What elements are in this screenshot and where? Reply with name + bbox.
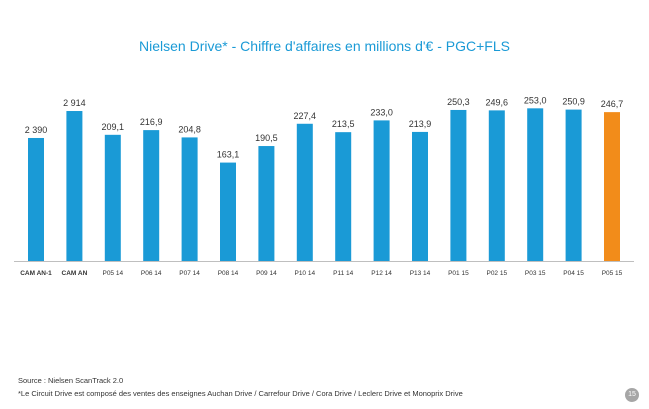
category-label: P09 14 <box>256 270 277 277</box>
category-label: P02 15 <box>486 270 507 277</box>
bar-p05-15 <box>604 112 620 262</box>
value-label: 209,1 <box>102 122 125 132</box>
category-label: P08 14 <box>218 270 239 277</box>
bar-p01-15 <box>450 109 467 261</box>
value-label: 216,9 <box>140 117 163 127</box>
bar-p05-14 <box>104 134 121 261</box>
value-label: 213,9 <box>409 119 432 129</box>
page-number-badge: 15 <box>625 388 639 402</box>
value-label: 250,9 <box>562 97 585 107</box>
value-label: 249,6 <box>486 97 509 107</box>
bar-cam-an-1 <box>28 137 44 261</box>
category-label: P11 14 <box>333 270 354 277</box>
bar-p11-14 <box>335 132 352 261</box>
value-label: 246,7 <box>601 99 624 109</box>
category-label: P13 14 <box>410 270 431 277</box>
chart-title: Nielsen Drive* - Chiffre d'affaires en m… <box>139 38 510 54</box>
value-label: 233,0 <box>370 107 393 117</box>
category-label: CAM AN-1 <box>20 270 52 277</box>
category-label: P01 15 <box>448 270 469 277</box>
bar-p04-15 <box>565 109 582 262</box>
category-label: P04 15 <box>563 270 584 277</box>
category-label: P07 14 <box>179 270 200 277</box>
value-label: 213,5 <box>332 119 355 129</box>
category-label: P12 14 <box>371 270 392 277</box>
footnote: *Le Circuit Drive est composé des ventes… <box>18 389 463 398</box>
bar-p03-15 <box>527 108 544 262</box>
value-label: 253,0 <box>524 95 547 105</box>
value-label: 2 914 <box>63 98 86 108</box>
bar-p09-14 <box>258 146 275 261</box>
bar-p07-14 <box>181 137 198 261</box>
bar-p12-14 <box>373 120 390 262</box>
category-label: P06 14 <box>141 270 162 277</box>
bar-p10-14 <box>296 123 313 261</box>
bar-p08-14 <box>220 162 236 261</box>
bar-p02-15 <box>488 110 505 262</box>
bar-p13-14 <box>412 131 428 261</box>
category-label: P05 14 <box>102 270 123 277</box>
bar-p06-14 <box>143 130 160 261</box>
category-label: P03 15 <box>525 270 546 277</box>
value-label: 250,3 <box>447 97 470 107</box>
source-note: Source : Nielsen ScanTrack 2.0 <box>18 376 124 385</box>
bar-cam-an <box>66 111 83 261</box>
value-label: 190,5 <box>255 133 278 143</box>
value-label: 204,8 <box>178 124 201 134</box>
category-label: P05 15 <box>602 270 623 277</box>
value-label: 2 390 <box>25 125 48 135</box>
category-label: CAM AN <box>62 270 88 277</box>
value-label: 163,1 <box>217 150 240 160</box>
value-label: 227,4 <box>294 111 317 121</box>
category-label: P10 14 <box>294 270 315 277</box>
